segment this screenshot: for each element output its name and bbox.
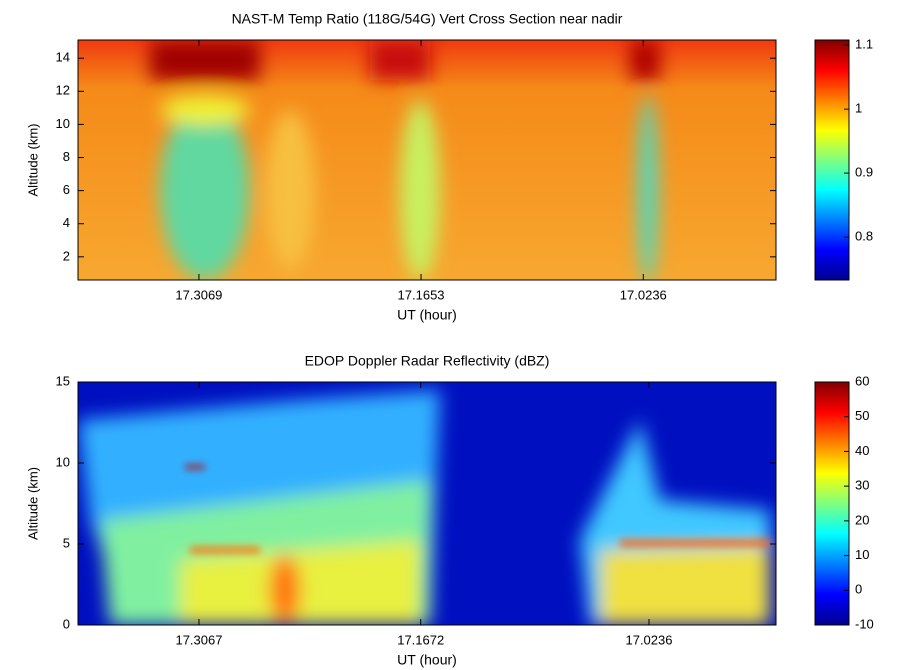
colorbar-tick-label: 10 — [855, 547, 869, 562]
x-tick-label: 17.0236 — [620, 287, 667, 302]
plot-frame — [77, 381, 777, 626]
colorbar-tick-label: 1.1 — [855, 37, 873, 52]
colorbar — [815, 40, 849, 280]
colorbar-tick-label: 50 — [855, 408, 869, 423]
x-tick-label: 17.3069 — [175, 287, 222, 302]
x-tick-label: 17.1672 — [397, 632, 444, 647]
y-tick-label: 15 — [56, 373, 70, 388]
y-axis-label: Altitude (km) — [25, 467, 40, 540]
chart-title: EDOP Doppler Radar Reflectivity (dBZ) — [305, 353, 550, 369]
colorbar-tick-label: 20 — [855, 512, 869, 527]
y-tick-label: 4 — [63, 215, 70, 230]
colorbar-tick-label: 1 — [855, 101, 862, 116]
plot-frame — [77, 39, 777, 281]
colorbar-tick-label: 30 — [855, 478, 869, 493]
y-tick-label: 0 — [63, 616, 70, 631]
colorbar-frame — [814, 39, 850, 281]
colorbar — [815, 382, 849, 625]
y-tick-label: 12 — [56, 83, 70, 98]
y-tick-label: 8 — [63, 149, 70, 164]
colorbar-tick-label: 0.9 — [855, 165, 873, 180]
y-tick-label: 2 — [63, 248, 70, 263]
x-tick-label: 17.0236 — [625, 632, 672, 647]
colorbar-tick-label: 40 — [855, 443, 869, 458]
y-tick-label: 5 — [63, 535, 70, 550]
chart-title: NAST-M Temp Ratio (118G/54G) Vert Cross … — [232, 11, 623, 27]
x-axis-label: UT (hour) — [397, 652, 457, 668]
colorbar-tick-label: 60 — [855, 373, 869, 388]
y-axis-label: Altitude (km) — [25, 124, 40, 197]
colorbar-tick-label: 0 — [855, 582, 862, 597]
y-tick-label: 10 — [56, 454, 70, 469]
y-tick-label: 6 — [63, 182, 70, 197]
x-axis-label: UT (hour) — [397, 307, 457, 323]
colorbar-tick-label: -10 — [855, 616, 874, 631]
temp-ratio-image — [78, 40, 776, 280]
x-tick-label: 17.1653 — [398, 287, 445, 302]
y-tick-label: 14 — [56, 50, 70, 65]
x-tick-label: 17.3067 — [175, 632, 222, 647]
reflectivity-image — [78, 382, 776, 625]
colorbar-tick-label: 0.8 — [855, 229, 873, 244]
y-tick-label: 10 — [56, 116, 70, 131]
colorbar-frame — [814, 381, 850, 626]
